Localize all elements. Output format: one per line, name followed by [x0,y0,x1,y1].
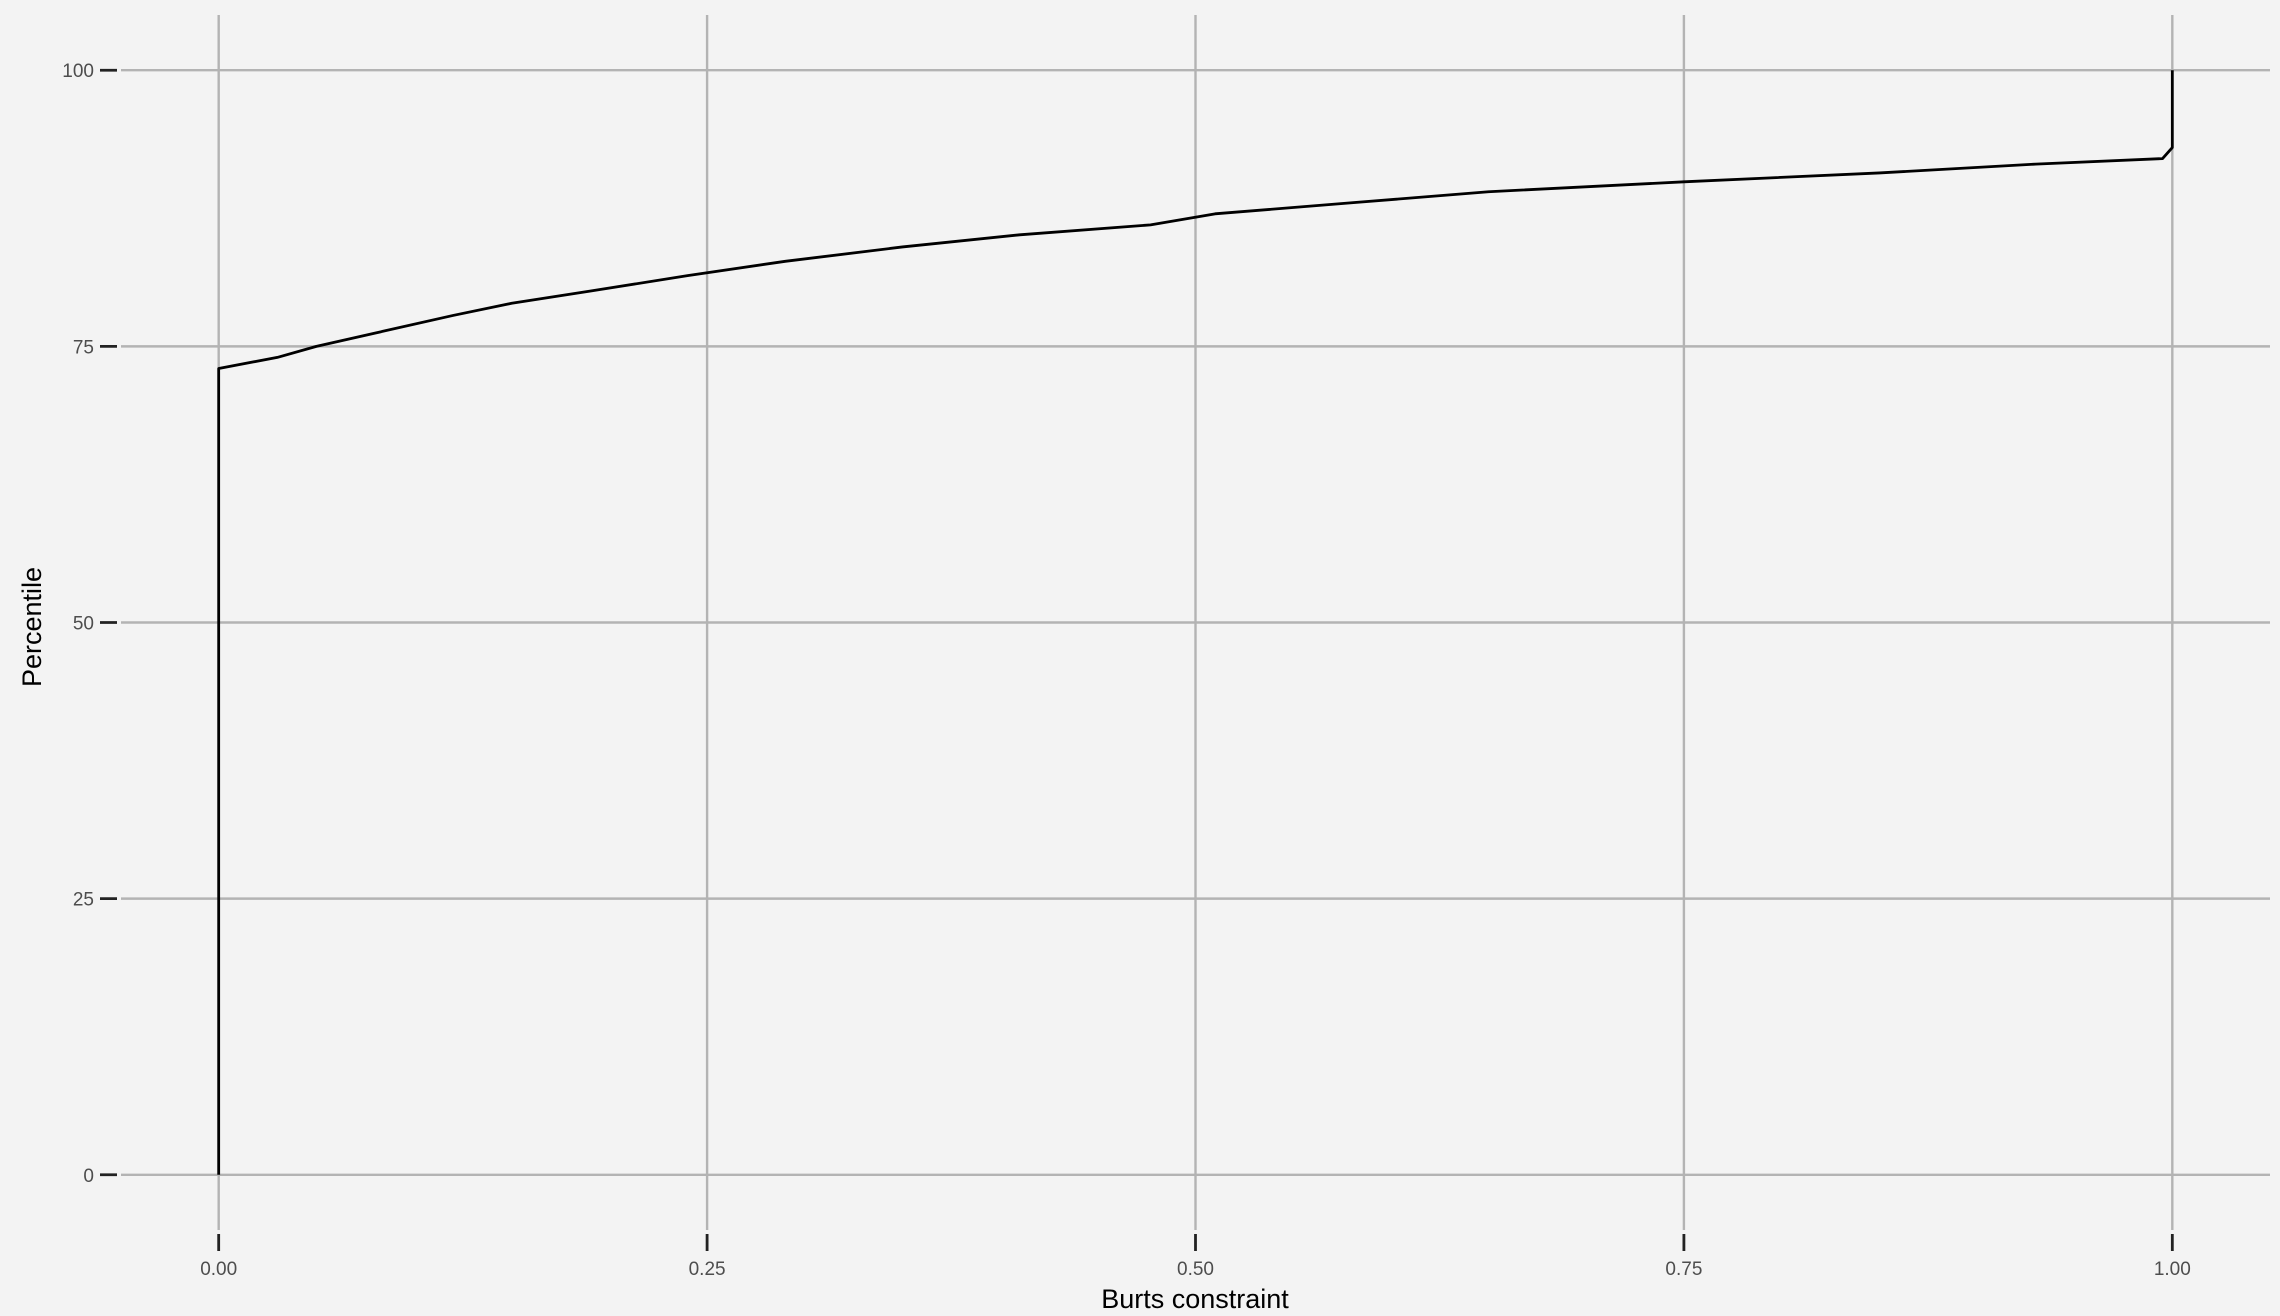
grid-layer [121,15,2270,1230]
x-tick-label: 1.00 [2154,1259,2191,1280]
x-tick-label: 0.50 [1177,1259,1214,1280]
y-tick-label: 100 [62,61,94,82]
y-tick-label: 0 [83,1166,94,1187]
y-axis-title: Percentile [17,567,47,687]
series-layer [217,70,2174,1175]
x-axis-title: Burts constraint [1101,1284,1289,1314]
tick-layer: 0 25 50 75 100 0.00 0.25 0.50 0.75 1.00 [62,61,2191,1280]
y-tick-label: 25 [73,890,94,911]
x-tick-label: 0.00 [200,1259,237,1280]
x-tick-label: 0.75 [1665,1259,1702,1280]
y-tick-label: 75 [73,337,94,358]
y-tick-label: 50 [73,614,94,635]
series-line-0 [217,70,2174,1175]
x-tick-label: 0.25 [689,1259,726,1280]
